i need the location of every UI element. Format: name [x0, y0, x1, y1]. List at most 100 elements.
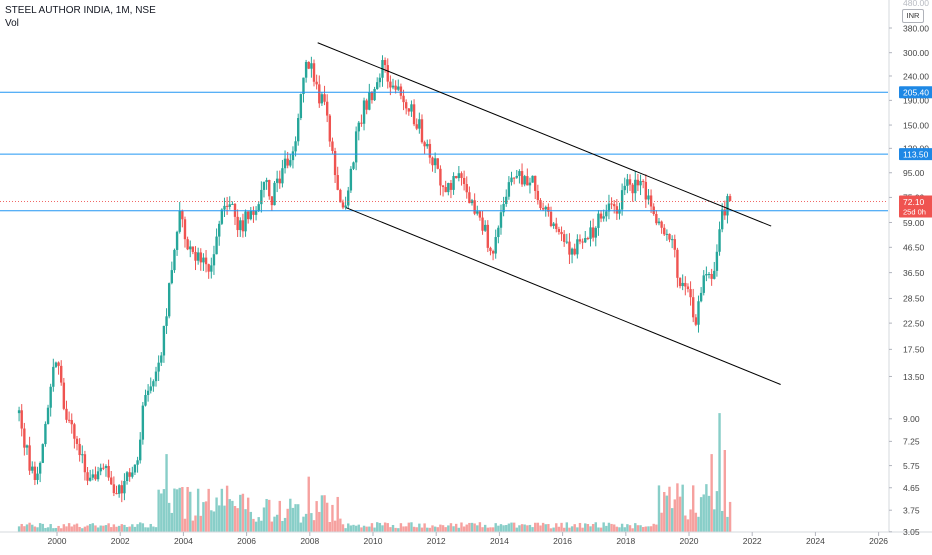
candle: [481, 210, 484, 235]
candle: [341, 199, 345, 210]
trend-line[interactable]: [317, 42, 772, 227]
candle: [199, 248, 202, 271]
candle: [70, 413, 73, 434]
volume-bar: [78, 526, 81, 532]
volume-bar: [657, 485, 661, 532]
candle: [528, 177, 532, 194]
trend-line[interactable]: [345, 207, 781, 385]
volume-bar: [210, 510, 213, 532]
volume-bar: [481, 527, 484, 532]
volume-indicator-label[interactable]: Vol: [5, 18, 19, 29]
volume-bar: [520, 524, 524, 532]
volume-bar: [555, 523, 558, 532]
volume-bar: [268, 499, 271, 532]
candle: [112, 476, 116, 497]
candle: [312, 59, 316, 87]
volume-bar: [81, 528, 84, 532]
volume-bar: [96, 527, 100, 532]
volume-bar: [291, 507, 295, 532]
candle: [94, 466, 97, 481]
volume-bar: [175, 489, 179, 532]
x-tick-label: 2006: [237, 536, 256, 546]
candle: [568, 233, 571, 265]
volume-bar: [541, 522, 545, 532]
candle: [78, 438, 81, 462]
candle: [468, 186, 471, 204]
candle: [352, 161, 355, 171]
x-tick-label: 2004: [174, 536, 193, 546]
candle: [236, 209, 239, 238]
candle: [252, 206, 255, 223]
candle: [349, 166, 353, 193]
volume-bar: [415, 527, 418, 532]
candle: [560, 226, 563, 242]
level-badge: 113.50: [899, 148, 932, 161]
volume-bar: [65, 526, 68, 532]
y-tick-label: 36.50: [903, 268, 925, 278]
volume-bar: [626, 524, 629, 532]
volume-bar: [91, 523, 95, 532]
volume-bar: [447, 525, 450, 532]
volume-bar: [136, 524, 139, 532]
volume-bar: [215, 497, 218, 532]
candle: [510, 171, 513, 186]
candle: [573, 243, 576, 256]
candle: [357, 120, 360, 141]
currency-badge[interactable]: INR: [902, 9, 924, 23]
candle: [75, 435, 79, 451]
horizontal-levels: [0, 91, 888, 212]
candle: [402, 89, 405, 111]
candle: [91, 469, 95, 481]
candle: [323, 85, 326, 106]
volume-bar: [515, 527, 518, 532]
candle: [36, 466, 39, 485]
candle: [320, 92, 324, 106]
candle: [639, 174, 642, 196]
volume-bar: [360, 527, 363, 532]
volume-bar: [331, 504, 334, 532]
candle: [678, 277, 682, 289]
candle: [339, 188, 342, 203]
volume-bar: [149, 523, 152, 532]
volume-bar: [323, 495, 326, 532]
candle: [254, 206, 258, 221]
volume-bar: [131, 524, 134, 532]
candle: [694, 314, 698, 327]
volume-bar: [286, 508, 289, 532]
candle: [31, 461, 34, 474]
volume-bar: [578, 522, 582, 532]
volume-bar: [565, 522, 569, 532]
candle: [676, 247, 679, 288]
volume-bar: [141, 523, 145, 532]
candle: [99, 463, 102, 476]
candle: [607, 194, 611, 220]
candle: [117, 484, 121, 498]
candle: [418, 112, 421, 134]
volume-bar: [378, 522, 382, 532]
volume-bar: [499, 524, 503, 532]
x-tick-label: 2000: [48, 536, 67, 546]
candle: [125, 471, 129, 485]
volume-bar: [636, 525, 640, 532]
candle: [149, 377, 152, 394]
volume-bar: [531, 527, 534, 532]
candle: [655, 210, 658, 226]
volume-bar: [610, 523, 613, 532]
volume-bar: [241, 493, 245, 532]
candle: [641, 179, 645, 189]
candle: [215, 228, 218, 255]
volume-bar: [628, 525, 632, 532]
candle: [228, 196, 231, 210]
candle: [473, 193, 476, 216]
candle: [233, 202, 237, 226]
volume-bar: [562, 527, 566, 532]
volume-bar: [262, 507, 266, 532]
volume-bar: [444, 527, 447, 532]
y-tick-label: 190.00: [903, 96, 929, 106]
volume-bar: [544, 524, 547, 532]
volume-bar: [157, 489, 160, 532]
